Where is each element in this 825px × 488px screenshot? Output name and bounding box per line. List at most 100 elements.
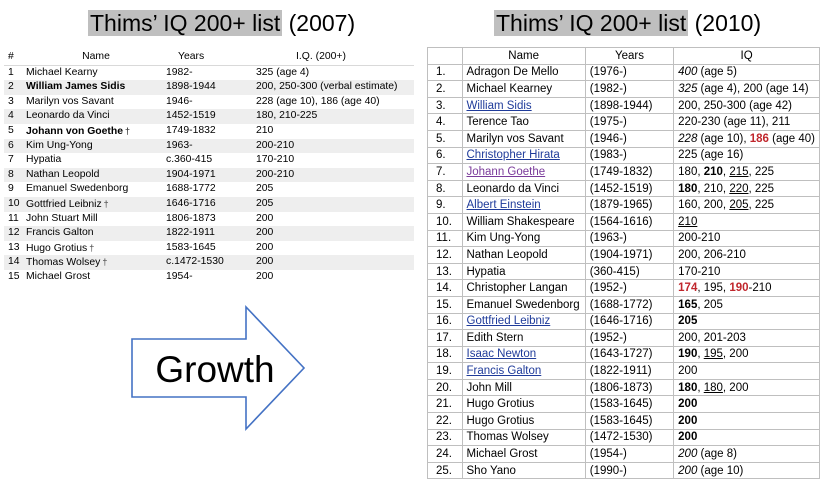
iq-segment: 186: [749, 132, 769, 145]
row-number: 8: [8, 168, 14, 180]
row-number: 10: [8, 197, 20, 209]
row-number: 6: [8, 139, 14, 151]
iq-segment: 200: [678, 414, 698, 427]
row-name-link[interactable]: Gottfried Leibniz: [466, 315, 551, 328]
row-name-link[interactable]: Albert Einstein: [466, 199, 541, 212]
row-iq: 200-210: [256, 168, 295, 180]
row-number: 20.: [427, 378, 463, 397]
row-years: (1564-1616): [584, 212, 675, 231]
row-number: 13.: [427, 262, 463, 281]
table-row: 11 John Stuart Mill 1806-1873 200: [4, 212, 414, 227]
table-row: 18. Isaac Newton (1643-1727) 190, 195, 200: [427, 345, 820, 364]
row-years: (1583-1645): [584, 412, 675, 430]
row-iq: 200: [256, 270, 274, 282]
row-years: (1982-): [584, 80, 675, 98]
table-row: 16. Gottfried Leibniz (1646-1716) 205: [427, 312, 820, 331]
stick-figure-icon: †: [125, 125, 131, 136]
row-number: 5: [8, 124, 14, 136]
iq-segment: 174: [678, 282, 698, 295]
row-name-link[interactable]: Johann Goethe: [466, 165, 546, 178]
row-years: 1688-1772: [166, 183, 216, 195]
row-iq: 228 (age 10), 186 (age 40): [256, 95, 380, 107]
row-years: 1982-: [166, 66, 193, 78]
row-name: Adragon De Mello: [461, 63, 586, 82]
row-iq: 200, 250-300 (verbal estimate): [256, 81, 398, 93]
table-row: 9 Emanuel Swedenborg 1688-1772 205: [4, 182, 414, 197]
row-name: Hypatia: [26, 154, 62, 166]
table-row: 14. Christopher Langan (1952-) 174, 195, 19…: [427, 279, 820, 297]
row-name: Francis Galton: [26, 227, 94, 239]
row-years: (1472-1530): [584, 428, 675, 447]
list-2010-table: Name Years IQ 1. Adragon De Mello (1976-) 4…: [427, 47, 820, 480]
iq-segment: 210: [703, 165, 723, 178]
iq-segment: (age 5): [697, 66, 737, 79]
row-name-link[interactable]: Francis Galton: [466, 365, 542, 378]
row-number: 7: [8, 154, 14, 166]
row-years: 1806-1873: [166, 212, 216, 224]
row-iq: 190, 195, 200: [673, 345, 820, 364]
row-iq: 200, 250-300 (age 42): [673, 96, 820, 115]
row-years: (1879-1965): [584, 196, 675, 214]
row-number: 17.: [427, 329, 463, 347]
row-years: (1983-): [584, 146, 675, 165]
row-name-link[interactable]: Isaac Newton: [466, 348, 537, 361]
table-row: 9. Albert Einstein (1879-1965) 160, 200, 20…: [427, 196, 820, 214]
row-years: 1646-1716: [166, 197, 216, 209]
row-number: 25.: [427, 461, 463, 480]
iq-segment: -210: [748, 282, 772, 295]
row-name-link[interactable]: Christopher Hirata: [466, 149, 560, 162]
table-row: 5. Marilyn vos Savant (1946-) 228 (age 10),…: [427, 129, 820, 148]
row-name: Sho Yano: [461, 461, 586, 480]
row-number: 12: [8, 227, 20, 239]
table-row: 7. Johann Goethe (1749-1832) 180, 210, 215,…: [427, 163, 820, 181]
row-name: Hypatia: [461, 262, 586, 281]
iq-segment: 180,: [678, 165, 704, 178]
list-2010-rows: 1. Adragon De Mello (1976-) 400 (age 5) 2. Mi…: [427, 63, 820, 480]
row-years: (1963-): [584, 229, 675, 248]
row-iq: 200: [256, 212, 274, 224]
row-years: (1688-1772): [584, 295, 675, 314]
row-number: 6.: [427, 146, 463, 165]
row-name: Albert Einstein: [461, 196, 586, 214]
row-name: Christopher Hirata: [461, 146, 586, 165]
row-number: 24.: [427, 445, 463, 463]
iq-segment: 225 (age 16): [678, 149, 744, 162]
table-row: 12 Francis Galton 1822-1911 200: [4, 226, 414, 241]
row-iq: 205: [256, 197, 274, 209]
row-name: Kim Ung-Yong: [26, 139, 93, 151]
row-name: William James Sidis: [26, 81, 126, 93]
row-years: 1452-1519: [166, 110, 216, 122]
title-2007-year: (2007): [288, 10, 356, 36]
table-row: 23. Thomas Wolsey (1472-1530) 200: [427, 428, 820, 447]
row-name: Nathan Leopold: [461, 246, 586, 264]
row-number: 4.: [427, 113, 463, 131]
row-iq: 325 (age 4), 200 (age 14): [673, 80, 820, 98]
row-name: Michael Kearney: [461, 80, 586, 98]
iq-segment: 180: [678, 182, 698, 195]
row-name-link[interactable]: William Sidis: [466, 99, 532, 112]
row-number: 3.: [427, 96, 463, 115]
row-years: c.1472-1530: [166, 256, 224, 268]
iq-segment: ,: [697, 381, 704, 394]
row-years: (1904-1971): [584, 246, 675, 264]
row-name: Johann von Goethe †: [26, 125, 131, 137]
table-row: 19. Francis Galton (1822-1911) 200: [427, 362, 820, 380]
row-iq: 165, 205: [673, 295, 820, 314]
title-2010-main: Thims’ IQ 200+ list: [494, 10, 689, 36]
iq-segment: 215: [729, 165, 749, 178]
row-name: Hugo Grotius †: [26, 242, 95, 254]
table-row: 15 Michael Grost 1954- 200: [4, 270, 414, 285]
row-iq: 180, 210, 215, 225: [673, 163, 820, 181]
iq-segment: 200, 206-210: [678, 248, 746, 261]
row-number: 22.: [427, 412, 463, 430]
list-2007-header-num: #: [8, 51, 14, 62]
row-name: Michael Kearny: [26, 66, 98, 78]
row-years: (1952-): [584, 329, 675, 347]
iq-segment: 200: [678, 431, 698, 444]
table-row: 21. Hugo Grotius (1583-1645) 200: [427, 395, 820, 414]
row-iq: 200, 206-210: [673, 246, 820, 264]
row-years: (360-415): [584, 262, 675, 281]
table-row: 13. Hypatia (360-415) 170-210: [427, 262, 820, 281]
row-number: 1: [8, 66, 14, 78]
row-name: Terence Tao: [461, 113, 586, 131]
